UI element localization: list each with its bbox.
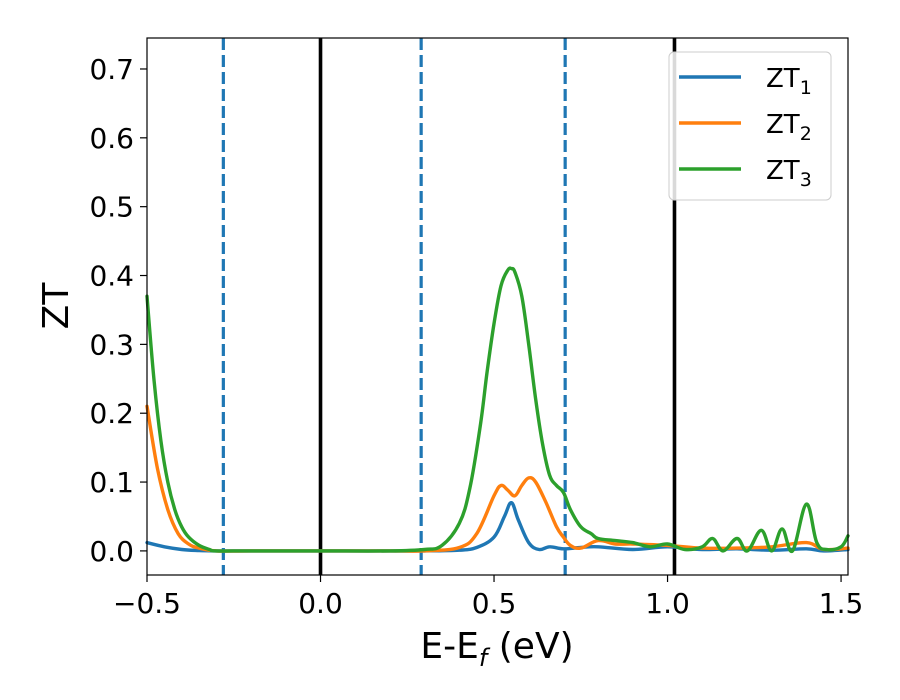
- y-tick-label: 0.0: [89, 535, 134, 568]
- legend-label-ZT1: ZT1: [766, 64, 812, 99]
- x-tick-label: 0.5: [472, 587, 517, 620]
- y-tick-label: 0.7: [89, 53, 134, 86]
- y-tick-label: 0.2: [89, 397, 134, 430]
- legend-label-main: ZT: [766, 156, 800, 186]
- y-tick-label: 0.6: [89, 122, 134, 155]
- legend-label-subscript: 2: [800, 123, 812, 145]
- y-tick-label: 0.3: [89, 328, 134, 361]
- legend-label-main: ZT: [766, 110, 800, 140]
- legend-box: [668, 51, 832, 201]
- y-axis-ticks: 0.0 0.1 0.2 0.3 0.4 0.5 0.6 0.7: [89, 53, 147, 568]
- series-lines: [145, 266, 850, 553]
- series-line-ZT3: [145, 266, 850, 553]
- x-tick-label: −0.5: [113, 587, 181, 620]
- x-tick-label: 0.0: [298, 587, 343, 620]
- x-tick-label: 1.5: [819, 587, 864, 620]
- legend-label-main: ZT: [766, 64, 800, 94]
- y-tick-label: 0.4: [89, 260, 134, 293]
- x-axis-label-unit: (eV): [487, 626, 573, 667]
- legend-label-subscript: 3: [800, 169, 812, 191]
- y-axis-label: ZT: [36, 282, 77, 330]
- plot-frame: [146, 37, 849, 576]
- x-axis-ticks: −0.5 0.0 0.5 1.0 1.5: [113, 575, 863, 620]
- x-tick-label: 1.0: [645, 587, 690, 620]
- legend-label-ZT2: ZT2: [766, 110, 812, 145]
- x-axis-label: E-Ef (eV): [420, 626, 573, 672]
- x-axis-label-main: E-E: [420, 626, 478, 667]
- y-tick-label: 0.5: [89, 191, 134, 224]
- legend-label-ZT3: ZT3: [766, 156, 812, 191]
- legend-label-subscript: 1: [800, 77, 812, 99]
- y-tick-label: 0.1: [89, 466, 134, 499]
